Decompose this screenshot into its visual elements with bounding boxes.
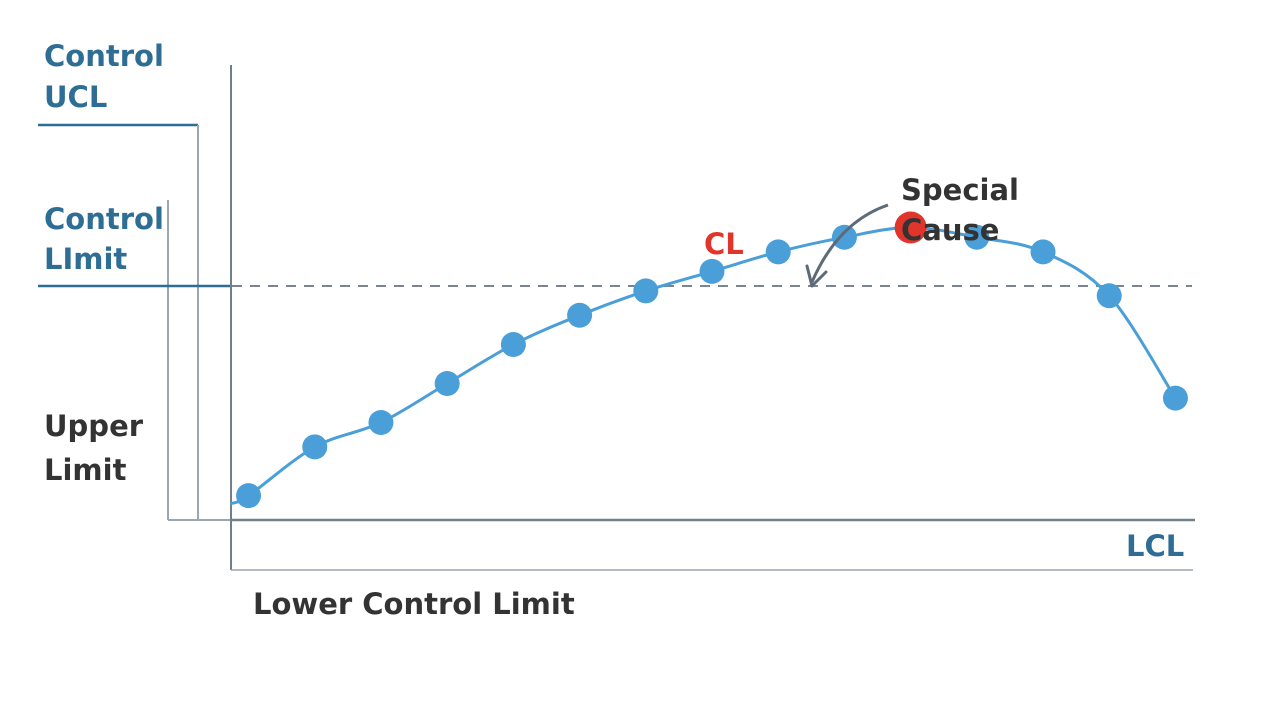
data-point	[500, 332, 526, 357]
special-cause-arrowhead	[805, 264, 828, 288]
data-point	[1096, 283, 1122, 309]
data-point	[964, 224, 990, 250]
upper-limit-label-line2: Limit	[44, 453, 127, 487]
data-point	[302, 434, 328, 460]
special-cause-label-line2: Cause	[901, 213, 999, 247]
x-axis-label: Lower Control Limit	[253, 587, 575, 621]
control-ucl-label-line2: UCL	[44, 80, 107, 114]
data-point	[765, 239, 791, 265]
data-point	[1162, 385, 1188, 411]
lcl-label: LCL	[1126, 529, 1184, 563]
data-point	[699, 258, 725, 284]
data-point	[368, 410, 394, 435]
data-point	[831, 224, 857, 250]
upper-limit-label-line1: Upper	[44, 409, 144, 443]
control-limit-label-line1: Control	[44, 202, 164, 236]
data-point	[236, 483, 262, 509]
cl-label: CL	[704, 227, 744, 261]
data-points	[236, 211, 1188, 509]
special-cause-arrow	[810, 203, 889, 283]
control-limit-label-line2: LImit	[44, 242, 127, 276]
data-point	[1030, 239, 1056, 265]
data-point	[434, 371, 460, 396]
control-ucl-label-line1: Control	[44, 39, 164, 73]
special-cause-label-line1: Special	[901, 173, 1019, 207]
special-cause-point	[894, 211, 927, 244]
data-point	[633, 278, 659, 304]
data-point	[567, 302, 593, 328]
